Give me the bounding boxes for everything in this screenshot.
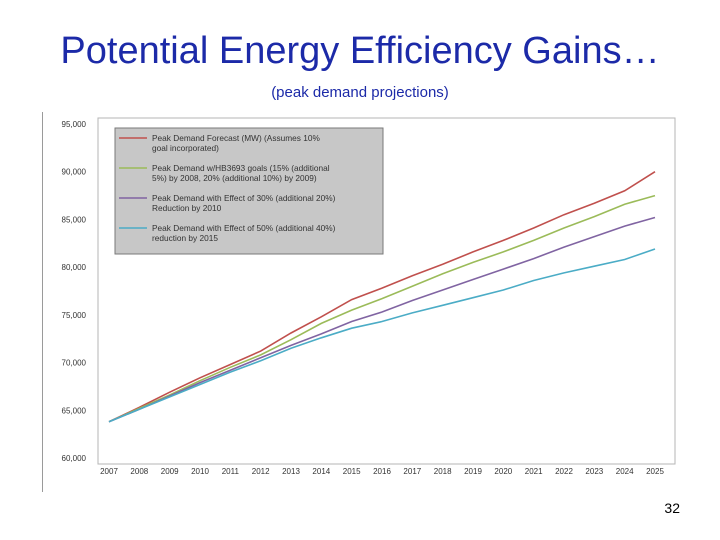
legend-label: Peak Demand Forecast (MW) (Assumes 10% bbox=[152, 133, 320, 143]
x-tick-label: 2011 bbox=[222, 467, 240, 476]
y-tick-label: 70,000 bbox=[62, 359, 87, 368]
x-tick-label: 2010 bbox=[191, 467, 209, 476]
page-number: 32 bbox=[664, 500, 680, 516]
legend-label: Reduction by 2010 bbox=[152, 203, 222, 213]
legend-box bbox=[114, 127, 384, 255]
legend-label: Peak Demand with Effect of 30% (addition… bbox=[152, 193, 336, 203]
y-tick-label: 75,000 bbox=[62, 311, 87, 320]
x-tick-label: 2008 bbox=[130, 467, 148, 476]
x-tick-label: 2007 bbox=[100, 467, 118, 476]
plot-area bbox=[97, 117, 676, 465]
y-tick-label: 60,000 bbox=[62, 454, 87, 463]
series-line-2 bbox=[108, 194, 656, 423]
series-line-3 bbox=[108, 216, 656, 423]
legend-label: reduction by 2015 bbox=[152, 233, 218, 243]
x-tick-label: 2014 bbox=[312, 467, 330, 476]
slide-subtitle: (peak demand projections) bbox=[271, 84, 449, 101]
x-tick-label: 2021 bbox=[525, 467, 543, 476]
x-tick-label: 2013 bbox=[282, 467, 300, 476]
x-tick-label: 2016 bbox=[373, 467, 391, 476]
y-tick-label: 65,000 bbox=[62, 406, 87, 415]
x-tick-label: 2019 bbox=[464, 467, 482, 476]
legend-label: Peak Demand w/HB3693 goals (15% (additio… bbox=[152, 163, 330, 173]
x-tick-label: 2012 bbox=[252, 467, 270, 476]
y-tick-label: 90,000 bbox=[62, 168, 87, 177]
x-tick-label: 2022 bbox=[555, 467, 573, 476]
y-tick-label: 85,000 bbox=[62, 215, 87, 224]
x-tick-label: 2017 bbox=[403, 467, 421, 476]
chart-frame: 60,000 65,000 70,000 75,000 80,000 85,000 90,0… bbox=[42, 112, 683, 492]
y-tick-label: 80,000 bbox=[62, 263, 87, 272]
x-tick-label: 2020 bbox=[494, 467, 512, 476]
slide-title: Potential Energy Efficiency Gains… bbox=[60, 30, 660, 72]
x-tick-label: 2018 bbox=[434, 467, 452, 476]
x-tick-label: 2009 bbox=[161, 467, 179, 476]
series-line-4 bbox=[108, 248, 656, 423]
legend-label: 5%) by 2008, 20% (additional 10%) by 200… bbox=[152, 173, 317, 183]
series-line-1 bbox=[108, 171, 656, 423]
x-tick-label: 2025 bbox=[646, 467, 664, 476]
legend-label: goal incorporated) bbox=[152, 143, 219, 153]
x-tick-label: 2015 bbox=[343, 467, 361, 476]
y-tick-label: 95,000 bbox=[62, 120, 87, 129]
x-tick-label: 2024 bbox=[616, 467, 634, 476]
legend-label: Peak Demand with Effect of 50% (addition… bbox=[152, 223, 336, 233]
line-chart: 60,000 65,000 70,000 75,000 80,000 85,000 90,0… bbox=[62, 117, 676, 476]
x-tick-label: 2023 bbox=[585, 467, 603, 476]
